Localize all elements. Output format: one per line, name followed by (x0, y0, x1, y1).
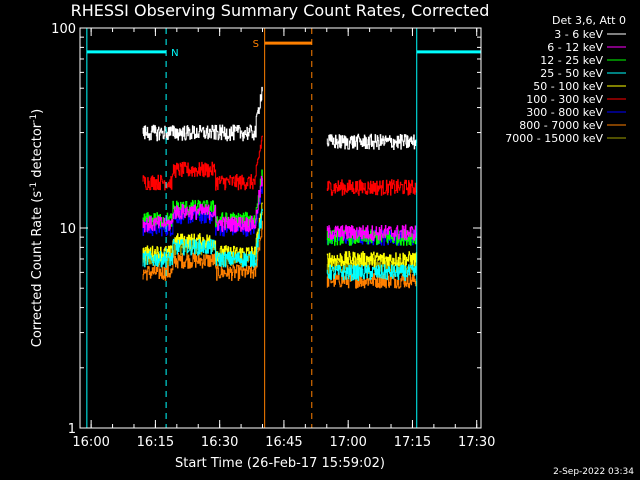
legend-label: 100 - 300 keV (526, 93, 603, 106)
series-line (326, 224, 417, 242)
x-axis-label: Start Time (26-Feb-17 15:59:02) (175, 456, 385, 471)
series-line (326, 179, 417, 196)
x-tick-label: 17:00 (329, 435, 366, 450)
series-line (326, 229, 417, 246)
series-line (142, 208, 263, 268)
saa-label: S (253, 39, 259, 50)
legend-header: Det 3,6, Att 0 (552, 14, 626, 27)
y-label-close-paren: ) (30, 109, 45, 114)
legend-label: 12 - 25 keV (540, 54, 603, 67)
axis-ticks: 16:00 16:15 16:30 16:45 17:00 17:15 17:30 1 10 10… (51, 22, 495, 450)
y-tick-label: 1 (68, 422, 76, 437)
x-tick-label: 17:30 (458, 435, 495, 450)
y-label-exponent-1: -1 (29, 182, 39, 191)
legend-label: 300 - 800 keV (526, 106, 603, 119)
x-tick-label: 16:00 (72, 435, 109, 450)
series-line (142, 86, 263, 142)
night-label: N (171, 48, 178, 59)
legend-label: 3 - 6 keV (554, 28, 603, 41)
plot-frame (79, 27, 482, 429)
chart-title: RHESSI Observing Summary Count Rates, Co… (71, 1, 490, 20)
series-line (326, 133, 417, 150)
series-line (142, 175, 263, 233)
x-tick-label: 16:15 (137, 435, 174, 450)
legend-label: 800 - 7000 keV (519, 119, 603, 132)
series-line (142, 135, 263, 191)
series-line (326, 264, 417, 281)
chart-marks: NS (86, 28, 482, 428)
y-axis-label: Corrected Count Rate (s-1 detector-1) (29, 109, 45, 347)
legend-label: 50 - 100 keV (533, 80, 603, 93)
y-label-exponent-2: -1 (29, 114, 39, 123)
legend-label: 25 - 50 keV (540, 67, 603, 80)
x-tick-label: 17:15 (394, 435, 431, 450)
legend-label: 7000 - 15000 keV (505, 132, 603, 145)
x-tick-label: 16:45 (265, 435, 302, 450)
series-line (142, 202, 263, 262)
legend-label: 6 - 12 keV (547, 41, 603, 54)
series-line (142, 220, 263, 281)
date-stamp: 2-Sep-2022 03:34 (553, 467, 634, 477)
y-tick-label: 10 (59, 222, 76, 237)
y-tick-label: 100 (51, 22, 76, 37)
x-tick-label: 16:30 (201, 435, 238, 450)
y-label-main: Corrected Count Rate (s (30, 191, 45, 348)
y-label-detector: detector (30, 122, 45, 182)
